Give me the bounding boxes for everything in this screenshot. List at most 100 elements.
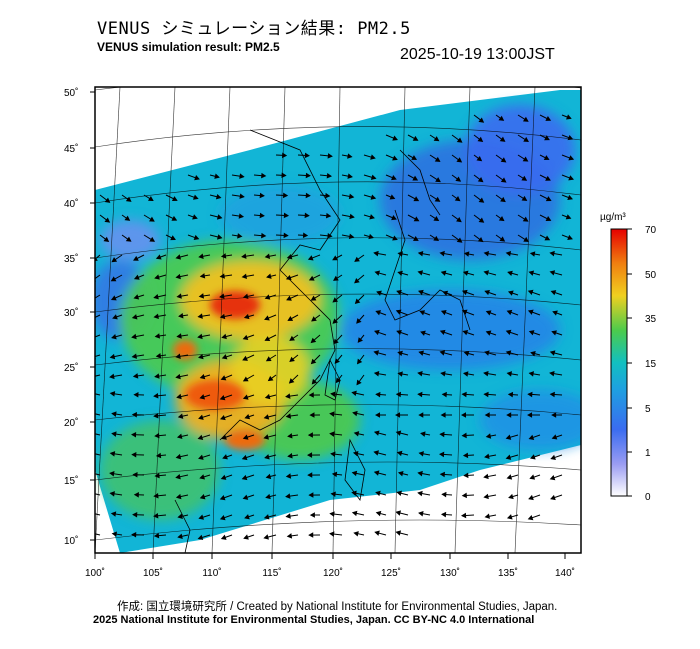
wind-arrow-head bbox=[418, 289, 424, 296]
wind-arrow-head bbox=[264, 294, 271, 300]
wind-arrow-head bbox=[417, 490, 423, 497]
wind-arrow-head bbox=[149, 216, 155, 222]
wind-arrow-head bbox=[395, 530, 402, 536]
wind-arrow-head bbox=[392, 235, 398, 241]
wind-arrow-head bbox=[440, 310, 447, 316]
wind-arrow-head bbox=[521, 175, 528, 181]
wind-arrow-head bbox=[285, 473, 292, 479]
wind-arrow-head bbox=[389, 194, 396, 200]
wind-arrow-head bbox=[349, 213, 355, 220]
wind-arrow-head bbox=[242, 494, 249, 500]
wind-arrow-head bbox=[442, 290, 449, 296]
wind-arrow-head bbox=[264, 253, 271, 259]
wind-arrow-head bbox=[527, 309, 534, 315]
wind-arrow-head bbox=[507, 391, 514, 398]
wind-arrow-head bbox=[351, 470, 358, 477]
wind-arrow-head bbox=[498, 215, 505, 222]
wind-arrow-head bbox=[485, 330, 492, 336]
wind-arrow-head bbox=[308, 492, 314, 498]
wind-arrow-head bbox=[499, 136, 506, 142]
colorbar-tick-label: 5 bbox=[645, 404, 651, 415]
wind-arrow-head bbox=[395, 430, 402, 436]
wind-arrow-head bbox=[418, 350, 424, 356]
wind-arrow-head bbox=[461, 492, 467, 499]
wind-arrow-head bbox=[549, 370, 555, 377]
wind-arrow-head bbox=[440, 270, 447, 276]
wind-arrow-head bbox=[441, 391, 447, 398]
wind-arrow-head bbox=[109, 353, 116, 360]
wind-arrow-head bbox=[434, 156, 441, 162]
wind-arrow-head bbox=[552, 310, 558, 316]
wind-arrow-head bbox=[177, 513, 183, 519]
wind-arrow-head bbox=[238, 213, 245, 219]
wind-arrow-head bbox=[259, 192, 265, 199]
wind-arrow-head bbox=[175, 273, 181, 280]
lat-label: 20˚ bbox=[64, 417, 78, 429]
wind-arrow-head bbox=[289, 356, 295, 363]
wind-arrow-head bbox=[331, 471, 338, 478]
wind-arrow-head bbox=[551, 330, 557, 336]
wind-arrow-head bbox=[263, 514, 270, 520]
wind-arrow-head bbox=[373, 470, 380, 476]
wind-arrow-head bbox=[131, 531, 137, 538]
wind-arrow-head bbox=[154, 472, 160, 479]
wind-arrow-head bbox=[506, 371, 512, 377]
wind-arrow-head bbox=[175, 353, 181, 360]
wind-arrow-head bbox=[220, 375, 227, 381]
coastlines bbox=[174, 129, 471, 553]
wind-arrow-head bbox=[373, 450, 379, 456]
wind-arrow-head bbox=[549, 350, 556, 356]
wind-arrow-head bbox=[356, 358, 363, 365]
wind-arrow-head bbox=[545, 216, 552, 221]
wind-arrow-head bbox=[111, 334, 117, 340]
lat-label: 35˚ bbox=[64, 253, 78, 265]
wind-arrow bbox=[95, 433, 101, 436]
wind-arrow-head bbox=[461, 391, 467, 398]
wind-arrow-head bbox=[529, 251, 536, 257]
wind-arrow-head bbox=[439, 250, 445, 257]
wind-arrow-head bbox=[370, 194, 377, 200]
wind-arrow-head bbox=[370, 154, 376, 160]
wind-arrow-head bbox=[192, 214, 198, 220]
wind-arrow-head bbox=[242, 334, 249, 341]
wind-arrow-head bbox=[395, 309, 402, 315]
wind-arrow-head bbox=[263, 414, 270, 420]
wind-arrow-head bbox=[434, 196, 441, 202]
wind-arrow-head bbox=[197, 534, 204, 541]
wind-arrow-head bbox=[456, 157, 463, 163]
wind-arrow-head bbox=[396, 490, 402, 497]
wind-arrow-head bbox=[125, 196, 132, 202]
colorbar-tick-label: 50 bbox=[645, 270, 657, 281]
wind-arrow-head bbox=[153, 532, 160, 539]
wind-arrow-head bbox=[175, 254, 182, 260]
wind-arrow-head bbox=[309, 512, 315, 518]
wind-arrow-head bbox=[110, 276, 117, 282]
wind-arrow-head bbox=[419, 310, 426, 316]
title-english: VENUS simulation result: PM2.5 bbox=[97, 40, 280, 54]
wind-arrow-head bbox=[216, 234, 223, 240]
wind-arrow-head bbox=[220, 414, 226, 421]
wind-arrow-head bbox=[565, 214, 572, 220]
wind-arrow-head bbox=[220, 253, 227, 259]
colorbar-tick-label: 70 bbox=[645, 225, 657, 236]
wind-arrow-head bbox=[304, 152, 310, 159]
wind-arrow-head bbox=[282, 152, 288, 159]
colorbar-unit: µg/m³ bbox=[600, 212, 626, 223]
wind-arrow-head bbox=[261, 232, 267, 239]
wind-arrow-head bbox=[154, 432, 160, 439]
wind-arrow-head bbox=[483, 370, 489, 377]
wind-arrow-head bbox=[199, 373, 206, 380]
wind-arrow-head bbox=[330, 391, 336, 397]
wind-arrow-head bbox=[219, 293, 225, 300]
wind-arrow-head bbox=[193, 234, 200, 241]
latitude-ticks: 50˚ 45˚ 40˚ 35˚ 30˚ 25˚ 20˚ 15˚ 10˚ bbox=[64, 87, 95, 547]
wind-arrow-head bbox=[264, 315, 270, 321]
wind-arrow-head bbox=[527, 289, 534, 296]
wind-arrow-head bbox=[333, 275, 339, 281]
wind-arrow-head bbox=[418, 511, 424, 517]
wind-arrow-head bbox=[282, 192, 289, 199]
wind-arrow-head bbox=[307, 452, 313, 458]
wind-arrow-head bbox=[176, 433, 183, 440]
wind-arrow-head bbox=[241, 474, 248, 481]
wind-arrow-head bbox=[308, 392, 314, 398]
